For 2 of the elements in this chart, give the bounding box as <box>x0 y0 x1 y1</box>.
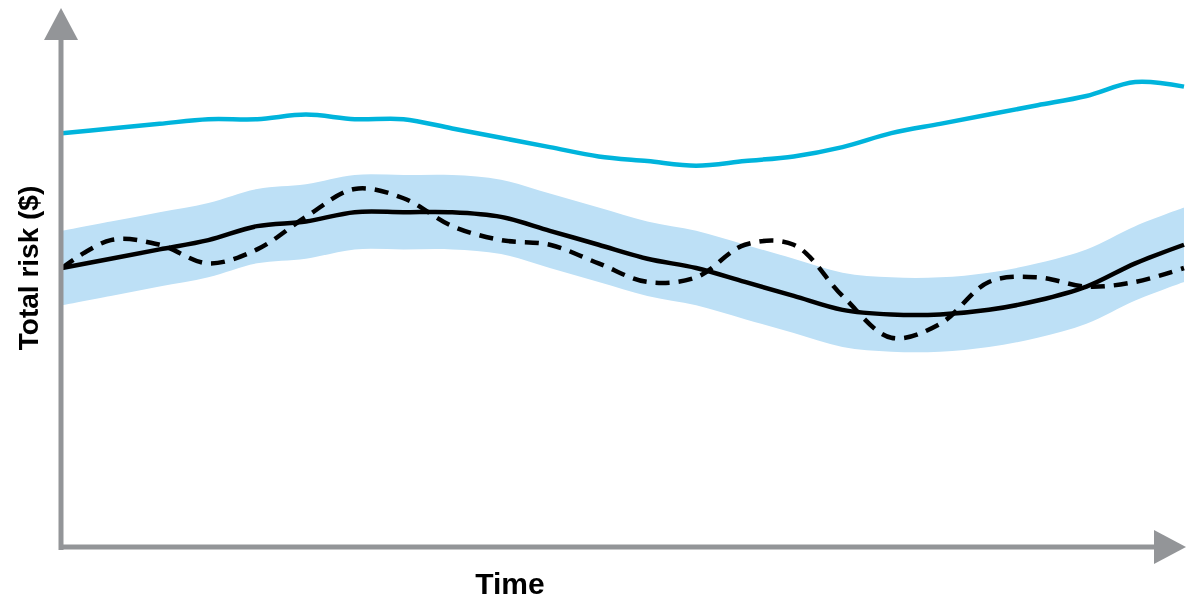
y-axis-title: Total risk ($) <box>13 185 44 351</box>
x-axis-title: Time <box>475 567 545 600</box>
